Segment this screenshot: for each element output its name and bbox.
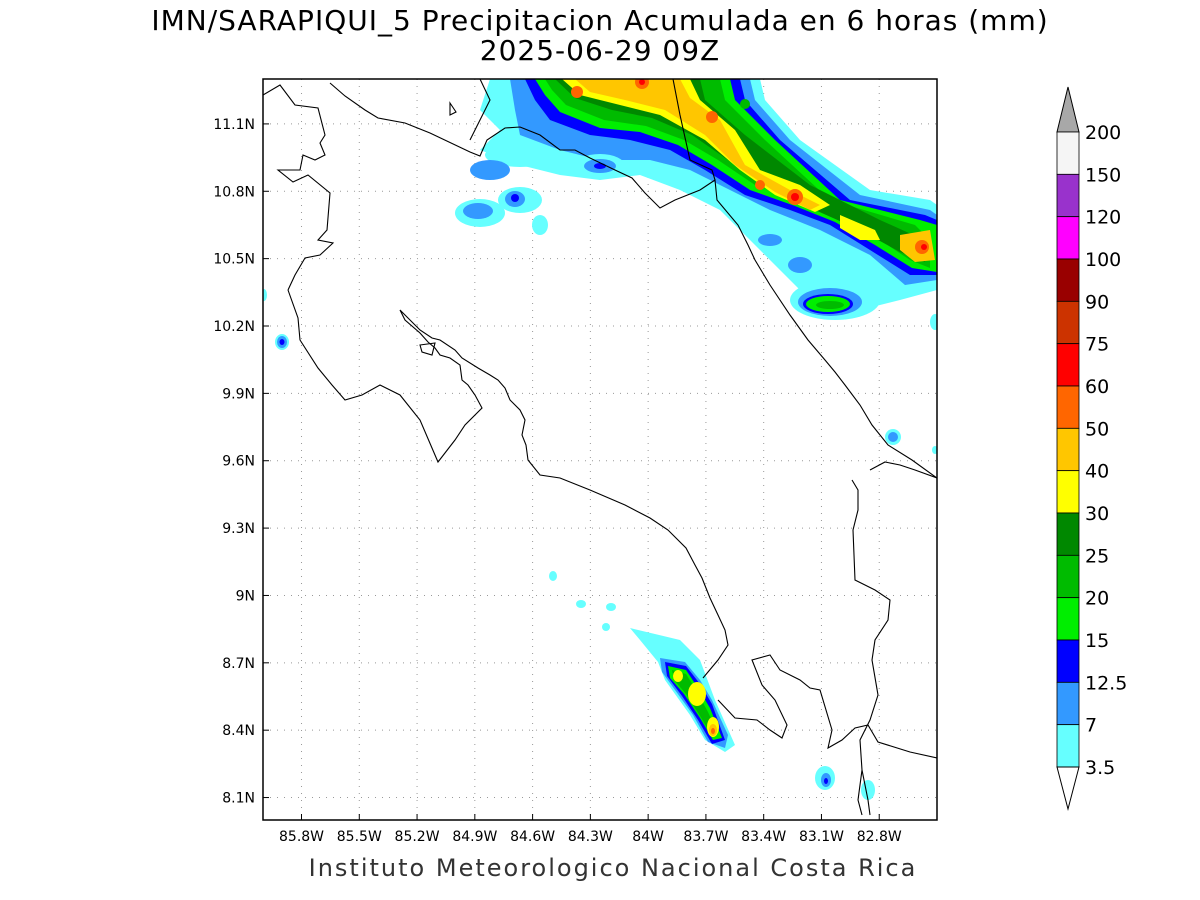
colorbar-swatch [1056, 597, 1080, 641]
colorbar-bottom-arrow [1056, 766, 1080, 811]
lat-tick-label: 9N [236, 588, 255, 604]
lat-tick-label: 9.6N [222, 454, 255, 470]
precip-cells-east [275, 230, 937, 445]
lat-tick-label: 8.1N [222, 791, 255, 807]
lon-tick-label: 84.6W [510, 829, 555, 845]
colorbar-label: 75 [1085, 334, 1109, 356]
plot-frame [262, 78, 938, 821]
precip-cells-northwest [455, 143, 625, 235]
caribbean-coast-north [672, 79, 716, 181]
colorbar-label: 15 [1085, 630, 1109, 652]
lat-tick-label: 8.4N [222, 723, 255, 739]
colorbar-label: 150 [1085, 164, 1121, 186]
colorbar-swatch [1056, 554, 1080, 599]
colorbar-label: 200 [1085, 122, 1121, 144]
colorbar-label: 30 [1085, 503, 1109, 525]
lon-tick-label: 84.3W [568, 829, 613, 845]
lat-tick-label: 10.5N [213, 252, 255, 268]
lon-tick-label: 85.8W [279, 829, 324, 845]
colorbar-label: 40 [1085, 461, 1109, 483]
lon-tick-label: 84.9W [452, 829, 497, 845]
map-subtitle: 2025-06-29 09Z [479, 34, 721, 67]
colorbar-label: 25 [1085, 545, 1109, 567]
colorbar-swatch [1056, 385, 1080, 429]
precip-band-north [480, 79, 937, 310]
precip-cells-south [263, 289, 937, 800]
lat-tick-label: 10.8N [213, 184, 255, 200]
footer-credit: Instituto Meteorologico Nacional Costa R… [308, 854, 918, 882]
colorbar-label: 3.5 [1085, 757, 1115, 779]
lon-tick-label: 83.1W [799, 829, 844, 845]
colorbar-swatch [1056, 258, 1080, 302]
colorbar-label: 100 [1085, 249, 1121, 271]
north-lake-shore [469, 79, 491, 141]
pacific-coast [287, 289, 729, 679]
colorbar-label: 50 [1085, 418, 1109, 440]
colorbar-swatch [1056, 300, 1080, 345]
lon-tick-label: 84W [632, 829, 664, 845]
colorbar-swatch [1056, 470, 1080, 514]
osa-peninsula-coast [717, 654, 937, 759]
lat-tick-label: 10.2N [213, 319, 255, 335]
colorbar-swatch [1056, 724, 1080, 768]
colorbar-swatch [1056, 173, 1080, 218]
precipitation-field [263, 79, 937, 800]
lat-tick-label: 9.9N [222, 386, 255, 402]
colorbar-label: 60 [1085, 376, 1109, 398]
colorbar-label: 7 [1085, 715, 1097, 737]
coastlines-borders [263, 79, 937, 816]
colorbar-swatch [1056, 639, 1080, 683]
graticule [263, 79, 937, 820]
colorbar-label: 20 [1085, 588, 1109, 610]
colorbar-swatch [1056, 427, 1080, 472]
lon-tick-label: 83.4W [741, 829, 786, 845]
colorbar-swatch [1056, 512, 1080, 556]
colorbar-swatch [1056, 681, 1080, 726]
map-title: IMN/SARAPIQUI_5 Precipitacion Acumulada … [151, 4, 1049, 37]
colorbar-swatch [1056, 343, 1080, 387]
lon-tick-label: 83.7W [683, 829, 728, 845]
colorbar-swatch [1056, 131, 1080, 175]
panama-border [851, 479, 891, 816]
lat-tick-label: 9.3N [222, 521, 255, 537]
latitude-labels: 11.1N 10.8N 10.5N 10.2N 9.9N 9.6N 9.3N 9N 8.7N 8.… [213, 117, 269, 807]
lon-tick-label: 85.5W [337, 829, 382, 845]
caribbean-coast-south [869, 461, 937, 479]
longitude-labels: 85.8W 85.5W 85.2W 84.9W 84.6W 84.3W 84W 83.7W 83… [279, 814, 902, 845]
colorbar-swatch [1056, 216, 1080, 260]
lat-tick-label: 11.1N [213, 117, 255, 133]
nicaragua-border [263, 84, 335, 291]
colorbar: 200 150 120 100 90 75 60 50 40 30 25 20 15 12.5 7 3.5 [1056, 86, 1127, 811]
pacific-coast-south [861, 769, 871, 816]
nicoya-gulf-island [419, 342, 436, 356]
lon-tick-label: 85.2W [395, 829, 440, 845]
colorbar-label: 120 [1085, 207, 1121, 229]
colorbar-top-arrow [1056, 86, 1080, 133]
small-island [449, 101, 457, 116]
lat-tick-label: 8.7N [222, 656, 255, 672]
colorbar-label: 90 [1085, 291, 1109, 313]
nicaragua-inland-border [329, 82, 937, 479]
colorbar-label: 12.5 [1085, 672, 1127, 694]
lon-tick-label: 82.8W [857, 829, 902, 845]
